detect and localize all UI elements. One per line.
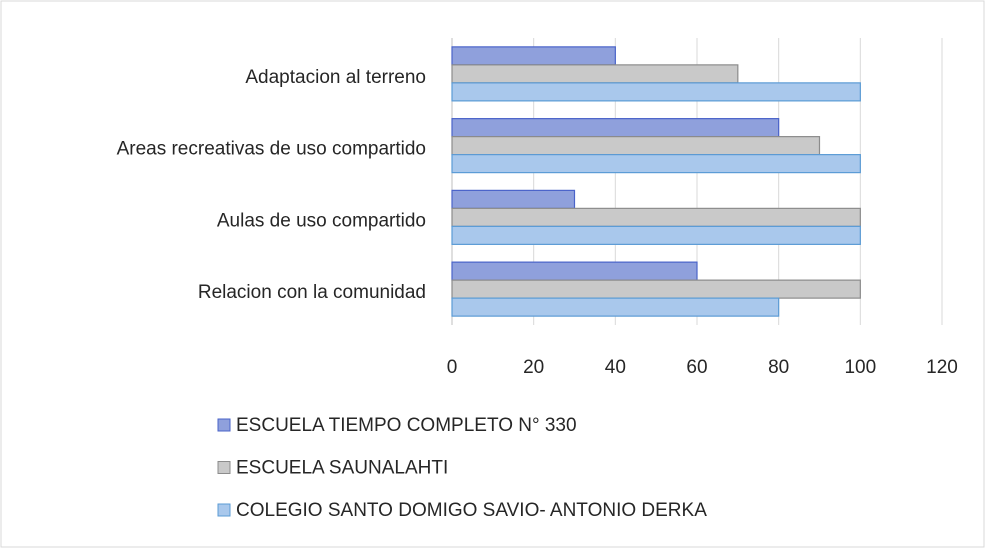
bar [451,82,861,102]
bar [451,225,861,245]
legend-label: ESCUELA SAUNALAHTI [236,458,448,479]
legend-swatch [217,503,231,517]
legend-label: COLEGIO SANTO DOMIGO SAVIO- ANTONIO DERK… [236,500,707,521]
bar [451,46,616,66]
legend-label: ESCUELA TIEMPO COMPLETO N° 330 [236,415,577,436]
bar [451,154,861,174]
x-tick-label: 0 [447,357,458,378]
x-tick-label: 80 [768,357,789,378]
bar [451,297,780,317]
bar [451,207,861,227]
x-tick-label: 100 [844,357,876,378]
y-tick-label: Aulas de uso compartido [217,210,426,231]
x-tick-label: 120 [926,357,958,378]
legend-swatch [217,461,231,474]
y-tick-label: Relacion con la comunidad [198,282,426,303]
bar [451,279,861,299]
legend-swatch [217,418,231,432]
x-tick-label: 40 [605,357,626,378]
y-tick-label: Adaptacion al terreno [245,67,426,88]
bar [451,189,576,209]
x-tick-label: 60 [686,357,707,378]
bar [451,64,739,84]
bar [451,118,780,138]
bar [451,261,698,281]
y-tick-label: Areas recreativas de uso compartido [117,139,426,160]
x-tick-label: 20 [523,357,544,378]
bar [451,136,821,156]
